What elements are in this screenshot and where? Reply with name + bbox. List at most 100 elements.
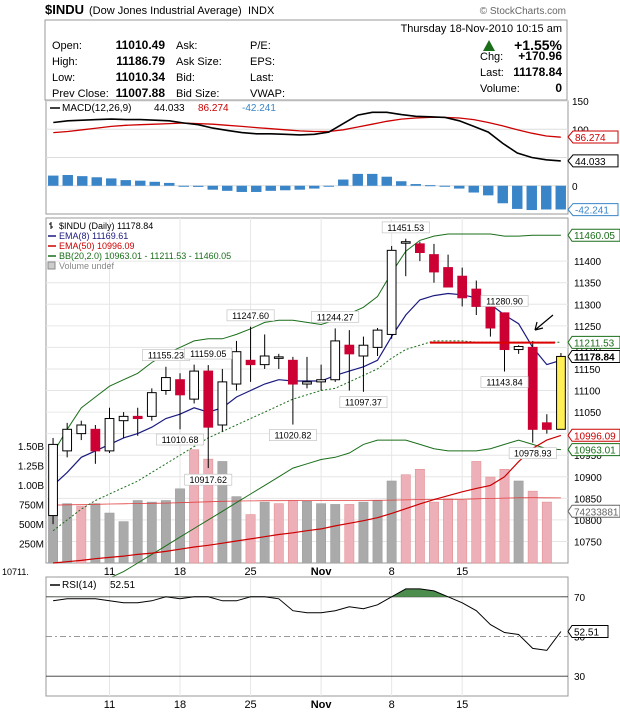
macd-histogram-bar xyxy=(149,181,160,186)
candle-body xyxy=(358,344,369,357)
macd-histogram-bar xyxy=(62,175,73,186)
volume-bar xyxy=(471,461,482,564)
volume-average-line xyxy=(53,497,561,506)
quote-label: Last: xyxy=(480,67,504,79)
price-value-tag-label: 11460.05 xyxy=(574,231,615,242)
macd-histogram-bar xyxy=(352,173,363,186)
price-callout-box xyxy=(226,309,275,322)
macd-histogram-bar xyxy=(193,185,204,187)
up-triangle-icon xyxy=(483,40,495,51)
price-callout-box xyxy=(184,473,233,486)
macd-macd-line xyxy=(53,111,561,162)
macd-histogram-bar xyxy=(410,184,421,186)
macd-histogram-bar xyxy=(251,185,262,192)
volume-tick-label: 1.50B xyxy=(18,442,44,453)
macd-histogram-bar xyxy=(381,176,392,186)
volume-bar xyxy=(189,449,200,564)
price-x-tick-label: 25 xyxy=(244,566,256,578)
rsi-overbought-fill xyxy=(53,588,561,597)
candle-body xyxy=(513,346,524,351)
macd-histogram-bar xyxy=(425,185,436,187)
price-x-tick-label: 18 xyxy=(174,566,186,578)
quote-value: 11178.84 xyxy=(513,65,562,79)
candle-body xyxy=(344,344,355,355)
macd-legend-value: 86.274 xyxy=(198,103,229,114)
price-tick-label: 10800 xyxy=(574,516,602,527)
macd-value-tag-label: 44.033 xyxy=(575,157,606,168)
price-tick-label: 11400 xyxy=(574,257,602,268)
candle-body xyxy=(372,329,383,348)
quote-label: Last: xyxy=(250,72,274,84)
macd-histogram-bar xyxy=(439,185,450,187)
price-value-tag-label: 10996.09 xyxy=(574,431,616,442)
price-callout: 11244.27 xyxy=(317,312,354,322)
price-callout: 11451.53 xyxy=(387,223,424,233)
macd-legend: MACD(12,26,9) 44.033 86.274 -42.241 xyxy=(50,103,276,114)
rsi-x-tick-label: Nov xyxy=(311,699,333,711)
price-callout: 11010.68 xyxy=(162,435,199,445)
macd-histogram-bar xyxy=(367,173,378,186)
rsi-legend-name: RSI(14) xyxy=(62,580,96,591)
volume-bar xyxy=(316,503,327,564)
candle-body xyxy=(231,351,242,385)
volume-bar xyxy=(358,501,369,564)
macd-histogram-bar xyxy=(294,185,305,190)
price-legend-entry: EMA(8) 11169.61 xyxy=(59,231,128,241)
volume-bar xyxy=(330,504,341,564)
quote-label: Ask: xyxy=(176,40,197,52)
macd-histogram-bar xyxy=(91,177,102,186)
rsi-tick-label: 30 xyxy=(574,672,586,683)
candle-body xyxy=(175,379,185,396)
volume-bar xyxy=(146,501,157,564)
price-tick-label: 10900 xyxy=(574,473,602,484)
quote-label: Ask Size: xyxy=(176,56,222,68)
price-callout-box xyxy=(339,396,388,408)
pct-change: +1.55% xyxy=(514,37,562,53)
macd-value-tag xyxy=(567,130,619,144)
rsi-line xyxy=(53,588,562,651)
price-value-tag xyxy=(567,428,620,442)
price-callout: 11143.84 xyxy=(486,378,522,388)
volume-bar xyxy=(386,480,397,564)
bb-lower-line xyxy=(52,439,561,611)
macd-legend-value: 44.033 xyxy=(154,103,185,114)
candle-body xyxy=(90,428,101,452)
macd-value-tag-label: -42.241 xyxy=(575,206,609,217)
price-panel: 1140011350113001125011200111501110011050… xyxy=(2,217,620,611)
macd-histogram-bar xyxy=(396,181,407,186)
candle-body xyxy=(386,249,397,335)
macd-histogram-bar xyxy=(120,180,131,186)
candle-body xyxy=(414,243,425,253)
price-tick-label: 11300 xyxy=(574,300,602,311)
candle-body xyxy=(457,275,468,299)
candle-body xyxy=(76,424,87,435)
candle-body xyxy=(104,418,115,452)
macd-histogram-bar xyxy=(178,185,189,187)
price-callout-box xyxy=(381,221,430,234)
volume-bar xyxy=(499,469,510,564)
quote-label: Bid Size: xyxy=(176,88,219,100)
symbol: $INDU xyxy=(45,2,84,17)
price-value-tag xyxy=(567,504,620,518)
macd-histogram-bar xyxy=(106,178,117,186)
volume-bar xyxy=(513,480,524,564)
bb-upper-line xyxy=(52,233,561,454)
macd-histogram-bar xyxy=(77,176,88,186)
candle-body xyxy=(302,381,312,385)
price-callout-box xyxy=(508,447,557,460)
macd-histogram-bar xyxy=(236,185,247,192)
volume-bar xyxy=(302,501,312,564)
price-legend-entry: $INDU (Daily) 11178.84 xyxy=(59,221,153,231)
price-callout-box xyxy=(480,376,529,388)
volume-bar xyxy=(231,496,242,564)
annotation-arrow-icon xyxy=(534,314,554,331)
macd-histogram-bar xyxy=(164,182,175,186)
bb-middle-line xyxy=(52,340,561,532)
candle-body xyxy=(556,355,566,430)
quote-label: Chg: xyxy=(480,51,503,63)
quote-datetime: Thursday 18-Nov-2010 10:15 am xyxy=(401,23,562,35)
macd-histogram-bar xyxy=(135,180,146,186)
volume-bar xyxy=(76,505,87,564)
candle-body xyxy=(189,370,200,400)
price-callout: 11280.90 xyxy=(486,296,523,306)
